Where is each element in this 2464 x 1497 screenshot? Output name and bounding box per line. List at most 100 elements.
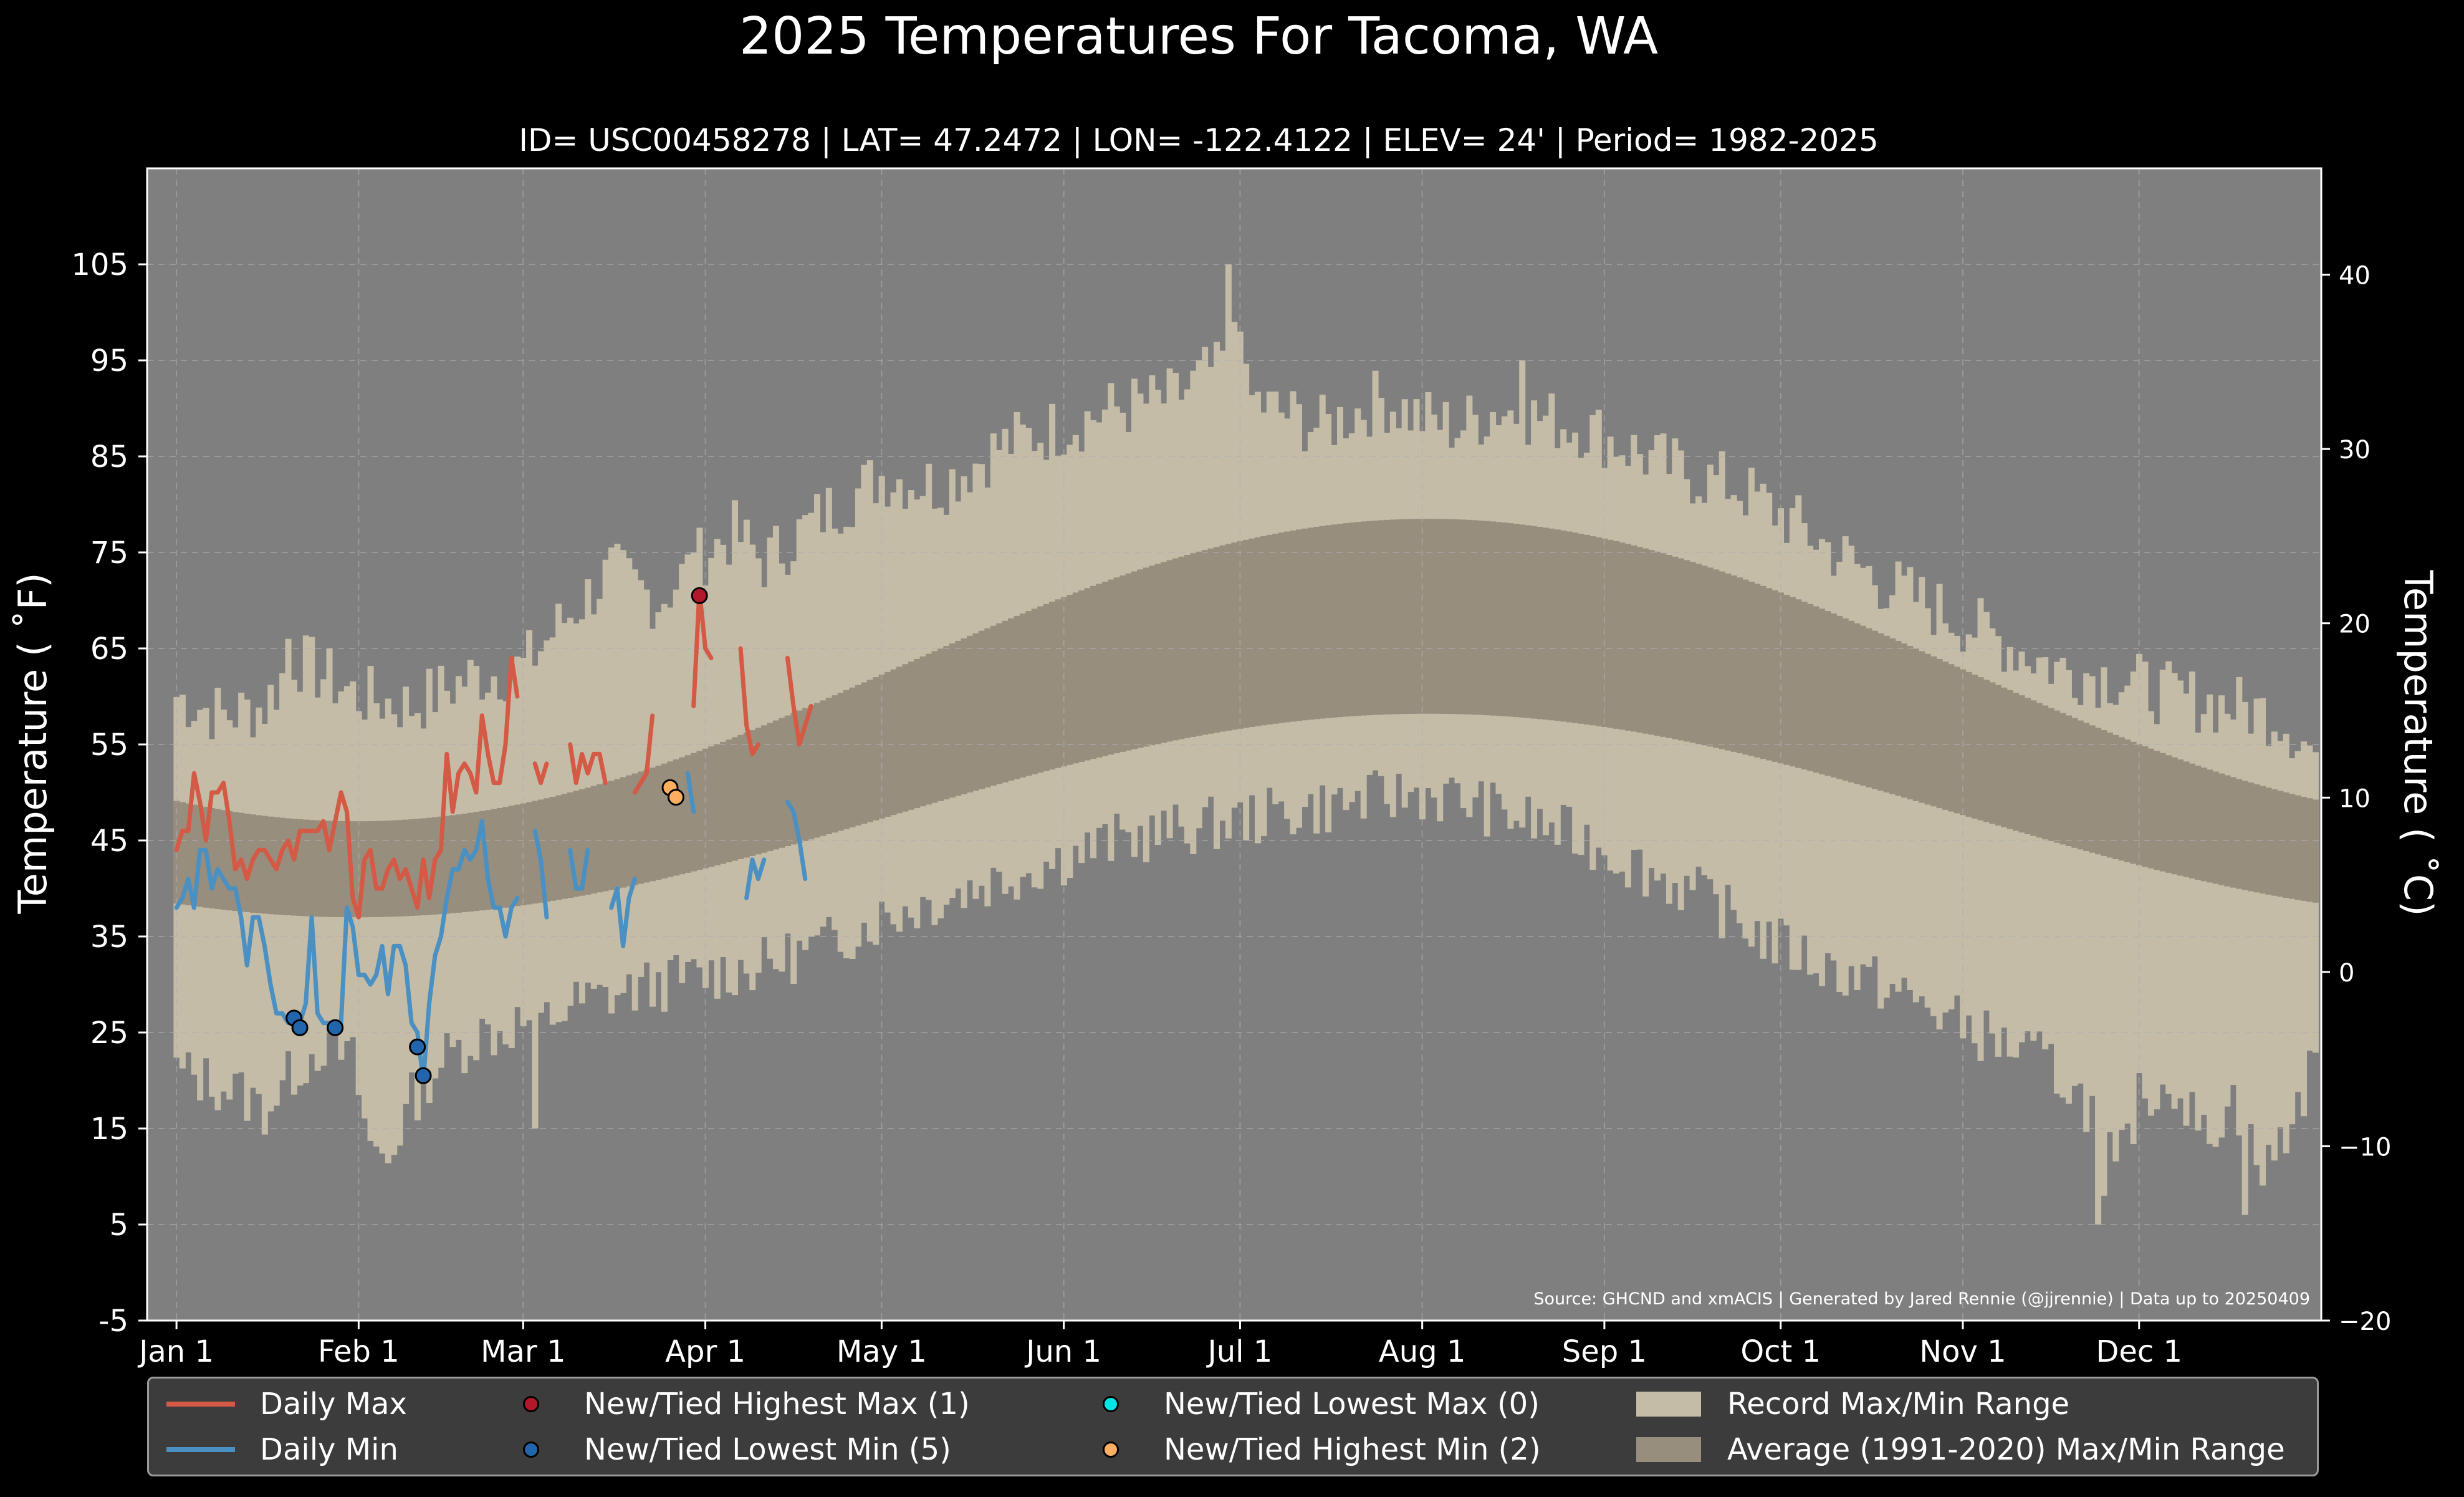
record-range-bar	[2024, 666, 2031, 1032]
average-range-bar	[931, 651, 938, 803]
average-range-bar	[984, 628, 991, 787]
average-range-bar	[461, 814, 468, 912]
average-range-bar	[2248, 782, 2255, 892]
average-range-bar	[1472, 520, 1479, 715]
average-range-bar	[996, 623, 1003, 784]
average-range-bar	[1108, 579, 1115, 755]
average-range-bar	[267, 816, 274, 915]
average-range-bar	[1595, 537, 1602, 726]
y-right-tick-label: 0	[2339, 959, 2354, 988]
average-range-bar	[2212, 771, 2219, 884]
average-range-bar	[902, 664, 909, 812]
average-range-bar	[1290, 530, 1297, 722]
y-tick-label: 85	[90, 440, 128, 474]
record-range-bar	[2230, 720, 2236, 1085]
average-range-bar	[1748, 581, 1755, 756]
average-range-bar	[1049, 601, 1056, 770]
y-tick-label: -5	[98, 1304, 128, 1339]
record-range-bar	[2130, 671, 2137, 1145]
average-range-bar	[1501, 522, 1508, 716]
average-range-bar	[978, 630, 985, 789]
average-range-bar	[1989, 682, 1996, 824]
average-range-bar	[1554, 529, 1561, 721]
average-range-bar	[508, 806, 515, 907]
legend-patch-swatch	[1636, 1392, 1701, 1417]
average-range-bar	[2030, 700, 2037, 836]
average-range-bar	[696, 751, 703, 870]
record-range-bar	[2177, 680, 2184, 1099]
record-range-bar	[2195, 732, 2202, 1131]
average-range-bar	[285, 818, 292, 916]
average-range-bar	[1243, 539, 1250, 728]
average-range-bar	[2112, 734, 2119, 859]
daily-max-line	[632, 713, 655, 795]
x-tick-label: Nov 1	[1919, 1334, 2006, 1369]
average-range-bar	[2071, 718, 2078, 848]
average-range-bar	[866, 680, 873, 822]
average-range-bar	[1019, 614, 1026, 777]
average-range-bar	[1760, 585, 1767, 759]
average-range-bar	[919, 656, 926, 807]
average-range-bar	[643, 769, 650, 883]
average-range-bar	[555, 795, 562, 900]
average-range-bar	[1912, 648, 1919, 801]
legend-label: Average (1991-2020) Max/Min Range	[1727, 1432, 2285, 1467]
record-range-bar	[1953, 635, 1960, 996]
record-range-bar	[2207, 694, 2213, 1144]
average-range-bar	[1795, 599, 1802, 768]
average-range-bar	[1695, 564, 1702, 744]
average-range-bar	[585, 787, 592, 895]
average-range-bar	[1631, 545, 1637, 732]
average-range-bar	[720, 741, 727, 864]
average-range-bar	[1266, 534, 1273, 725]
average-range-bar	[1419, 519, 1426, 714]
average-range-bar	[2036, 703, 2043, 838]
average-range-bar	[673, 759, 679, 876]
average-range-bar	[1866, 628, 1872, 787]
average-range-bar	[373, 821, 380, 917]
record-range-bar	[385, 698, 391, 1163]
average-range-bar	[655, 765, 662, 880]
average-range-bar	[1513, 524, 1520, 718]
average-range-bar	[1143, 567, 1149, 747]
average-range-bar	[972, 633, 979, 791]
average-range-bar	[256, 815, 262, 913]
record-range-bar	[2188, 671, 2195, 1092]
average-range-bar	[796, 710, 803, 843]
record-range-bar	[2124, 685, 2131, 1124]
legend-item: New/Tied Highest Max (1)	[496, 1382, 970, 1426]
average-range-bar	[1807, 604, 1814, 771]
record-range-bar	[2013, 670, 2020, 1058]
average-range-bar	[1442, 519, 1449, 714]
record-range-bar	[1965, 634, 1972, 1016]
daily-min-line	[174, 819, 520, 1083]
average-range-bar	[1771, 590, 1778, 762]
average-range-bar	[2106, 732, 2113, 858]
record-range-bar	[2154, 724, 2160, 1110]
average-range-bar	[1619, 542, 1626, 730]
x-tick-label: May 1	[837, 1334, 927, 1369]
average-range-bar	[2018, 695, 2025, 833]
legend-label: Daily Min	[260, 1432, 398, 1467]
average-range-bar	[873, 677, 880, 821]
average-range-bar	[2024, 698, 2031, 834]
average-range-bar	[1919, 651, 1925, 803]
y-tick-label: 65	[90, 632, 128, 667]
record-range-bar	[261, 723, 268, 1135]
average-range-bar	[297, 819, 304, 917]
record-range-bar	[608, 547, 615, 1014]
average-range-bar	[1113, 577, 1120, 754]
average-range-bar	[661, 763, 668, 878]
average-range-bar	[813, 703, 820, 838]
record-range-bar	[1942, 623, 1949, 1013]
average-range-bar	[2165, 755, 2172, 873]
legend-item: New/Tied Lowest Min (5)	[496, 1428, 951, 1471]
record-range-bar	[2077, 705, 2084, 1084]
average-range-bar	[1877, 633, 1884, 791]
record-range-bar	[1924, 608, 1931, 1008]
average-range-bar	[1589, 536, 1596, 726]
x-tick-label: Dec 1	[2096, 1334, 2182, 1369]
average-range-bar	[1895, 640, 1902, 796]
average-range-bar	[761, 725, 768, 853]
average-range-bar	[1366, 521, 1373, 716]
